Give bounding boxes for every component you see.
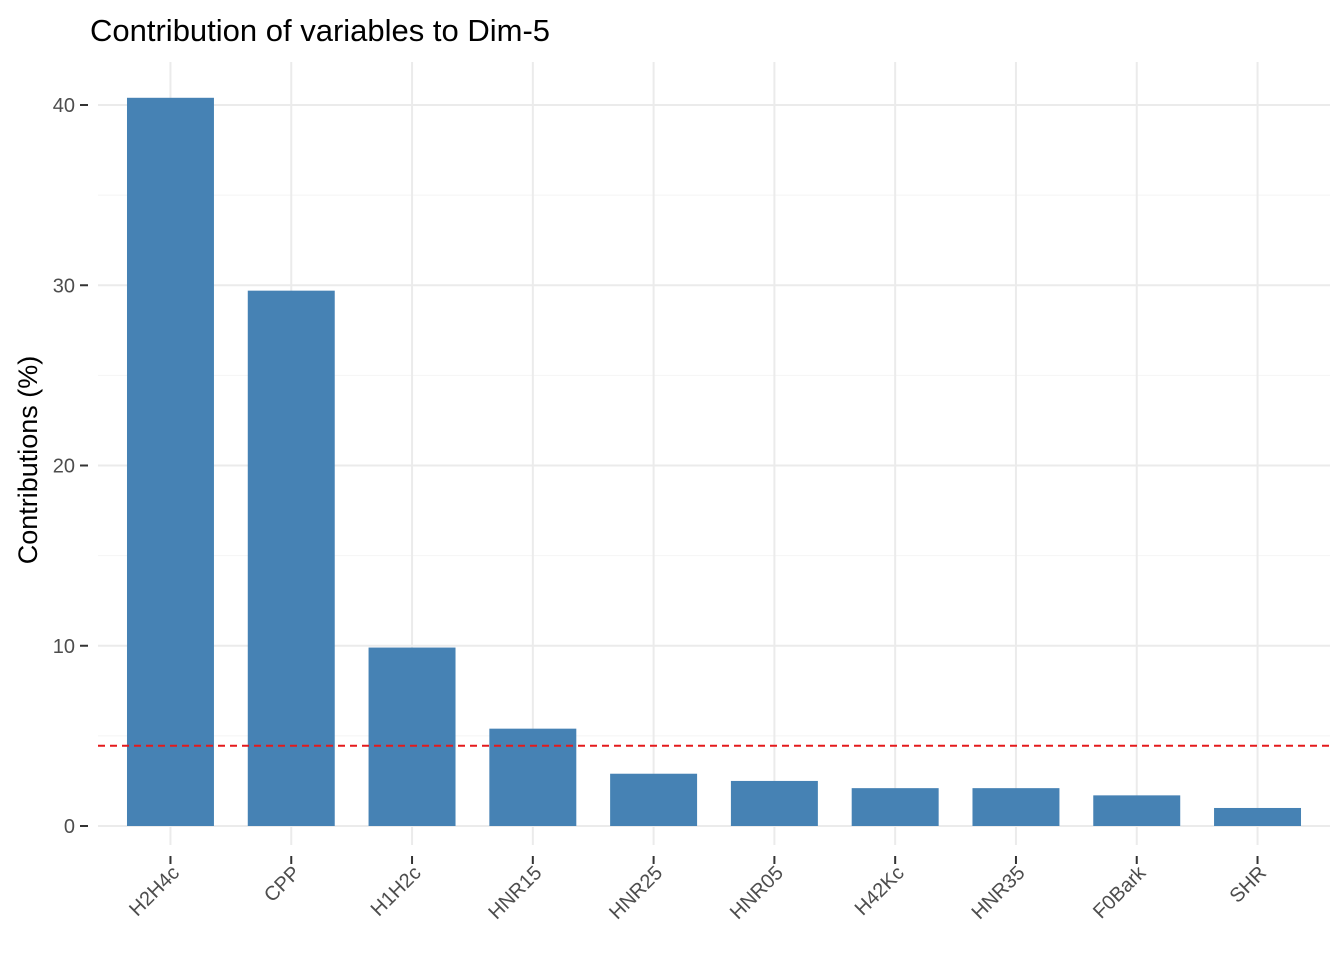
bar-cpp — [247, 290, 335, 827]
y-tick-label: 0 — [64, 816, 75, 838]
bar-f0bark — [1093, 795, 1181, 826]
bar-hnr05 — [730, 780, 818, 826]
x-tick-label: H42Kc — [851, 862, 909, 920]
y-tick-label: 40 — [53, 95, 75, 117]
bar-hnr35 — [972, 788, 1060, 826]
y-axis: 0 10 20 30 40 — [53, 95, 88, 838]
x-tick-label: HNR05 — [726, 862, 788, 924]
x-tick-label: F0Bark — [1089, 861, 1151, 923]
bars — [126, 97, 1302, 827]
bar-hnr25 — [610, 773, 698, 826]
x-tick-label: HNR15 — [484, 862, 546, 924]
x-tick-label: HNR35 — [968, 862, 1030, 924]
chart-title: Contribution of variables to Dim-5 — [90, 13, 550, 48]
x-axis: H2H4c CPP H1H2c HNR15 HNR25 HNR05 H42Kc HNR35 F0… — [125, 856, 1271, 924]
y-tick-label: 20 — [53, 456, 75, 478]
bar-h1h2c — [368, 647, 456, 826]
y-tick-label: 30 — [53, 275, 75, 297]
y-tick-label: 10 — [53, 636, 75, 658]
x-tick-label: H1H2c — [367, 862, 426, 921]
bar-shr — [1214, 807, 1302, 826]
x-tick-label: H2H4c — [125, 862, 184, 921]
bar-h2h4c — [126, 97, 214, 827]
bar-hnr15 — [489, 728, 577, 826]
x-tick-label: HNR25 — [605, 862, 667, 924]
x-tick-label: SHR — [1226, 862, 1271, 907]
x-tick-label: CPP — [260, 862, 305, 907]
y-axis-label: Contributions (%) — [13, 356, 43, 565]
bar-h42kc — [851, 788, 939, 826]
